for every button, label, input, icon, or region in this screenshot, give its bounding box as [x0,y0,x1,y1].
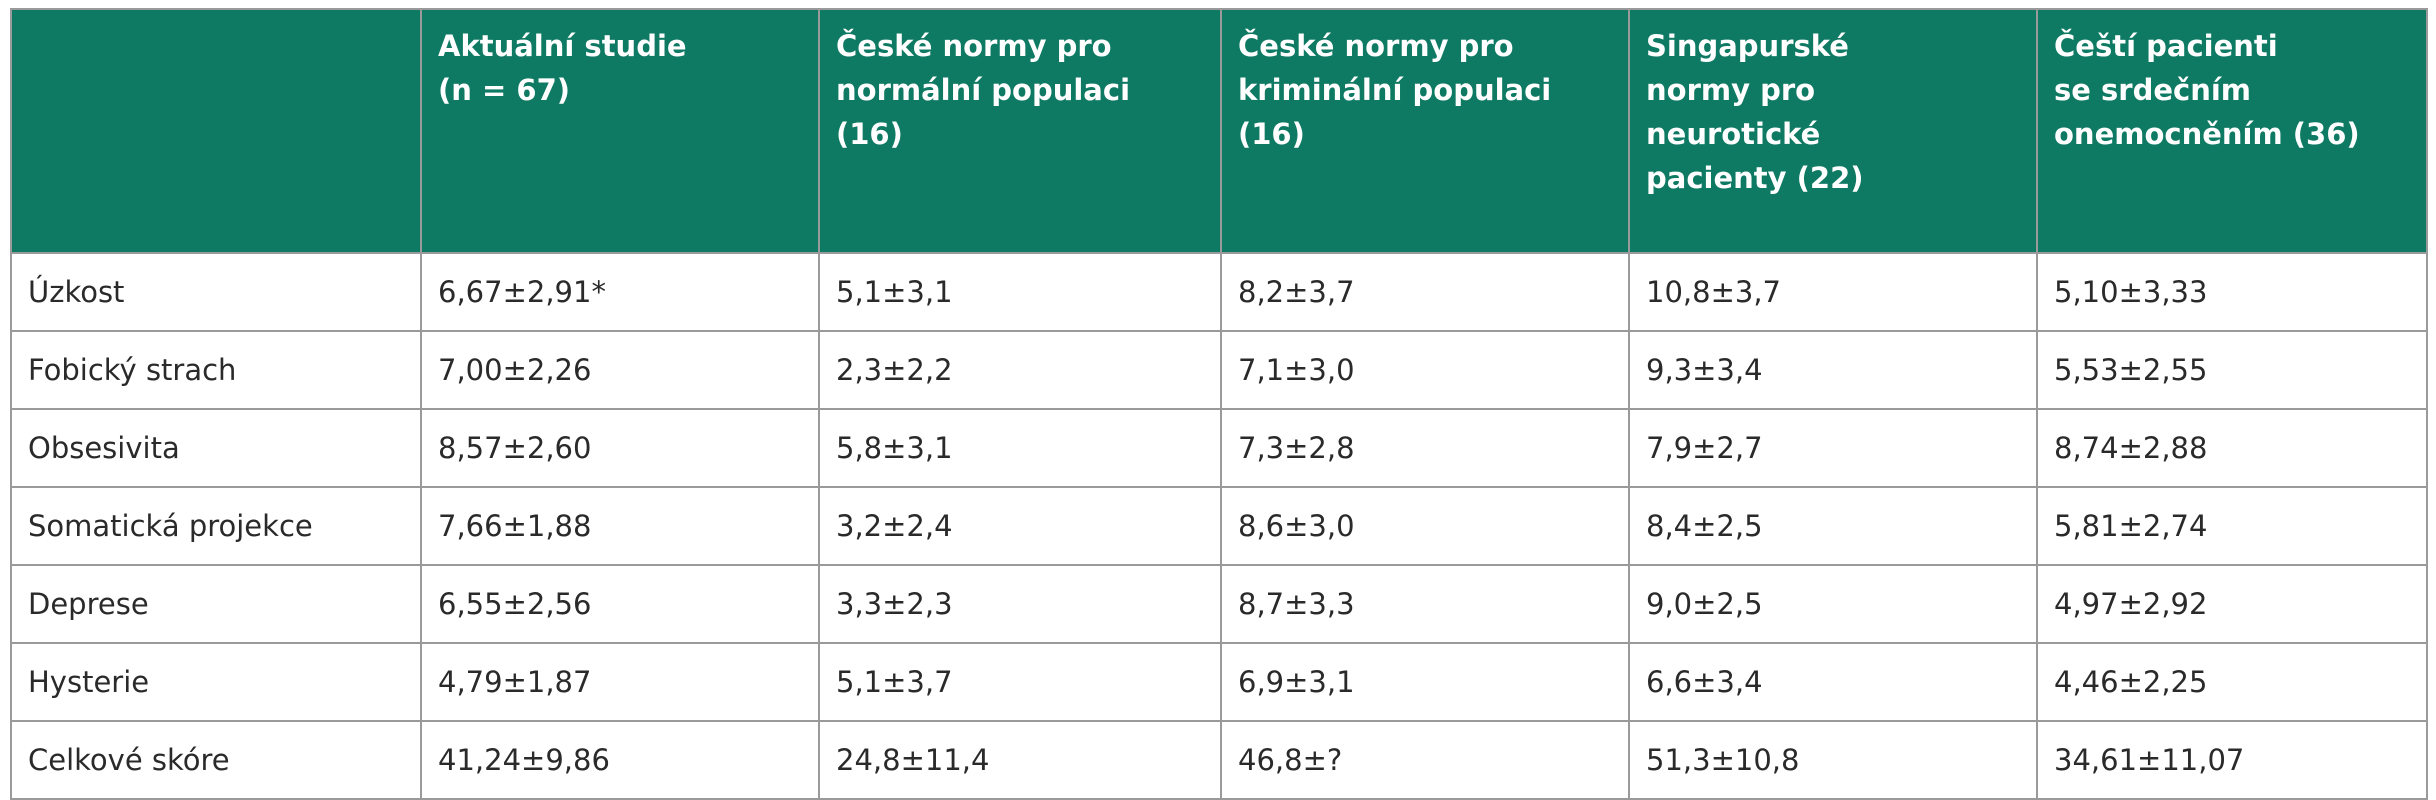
table-cell: 6,55±2,56 [420,564,820,644]
row-label: Úzkost [10,252,422,332]
table-cell: 2,3±2,2 [818,330,1222,410]
table-row: Deprese 6,55±2,56 3,3±2,3 8,7±3,3 9,0±2,5 4,9… [10,564,2428,644]
header-line: se srdečním [2054,73,2252,107]
table-cell: 8,2±3,7 [1220,252,1630,332]
table-cell: 9,0±2,5 [1628,564,2038,644]
header-cell: České normy pro normální populaci (16) [818,8,1222,254]
table-body: Úzkost 6,67±2,91* 5,1±3,1 8,2±3,7 10,8±3,7 5,… [10,252,2428,800]
table-cell: 4,46±2,25 [2036,642,2428,722]
header-cell: Čeští pacienti se srdečním onemocněním (36… [2036,8,2428,254]
row-label: Celkové skóre [10,720,422,800]
table-cell: 46,8±? [1220,720,1630,800]
table-cell: 5,53±2,55 [2036,330,2428,410]
row-label: Fobický strach [10,330,422,410]
header-line: kriminální populaci [1238,73,1552,107]
table-cell: 5,1±3,1 [818,252,1222,332]
table-cell: 4,79±1,87 [420,642,820,722]
table-cell: 8,7±3,3 [1220,564,1630,644]
table-cell: 41,24±9,86 [420,720,820,800]
table-row: Hysterie 4,79±1,87 5,1±3,7 6,9±3,1 6,6±3,4 4,… [10,642,2428,722]
header-line: (16) [1238,117,1305,151]
table-cell: 3,3±2,3 [818,564,1222,644]
header-line: neurotické [1646,117,1821,151]
table-row: Celkové skóre 41,24±9,86 24,8±11,4 46,8±? 51… [10,720,2428,800]
table-cell: 6,9±3,1 [1220,642,1630,722]
header-cell [10,8,422,254]
table-cell: 6,67±2,91* [420,252,820,332]
row-label: Hysterie [10,642,422,722]
row-label: Obsesivita [10,408,422,488]
row-label: Somatická projekce [10,486,422,566]
table-cell: 3,2±2,4 [818,486,1222,566]
table-row: Fobický strach 7,00±2,26 2,3±2,2 7,1±3,0 9,3… [10,330,2428,410]
table-header: Aktuální studie (n = 67) České normy pro no… [10,8,2428,254]
table-cell: 7,3±2,8 [1220,408,1630,488]
header-line: Singapurské [1646,29,1849,63]
table-cell: 6,6±3,4 [1628,642,2038,722]
header-row: Aktuální studie (n = 67) České normy pro no… [10,8,2428,254]
table-cell: 5,1±3,7 [818,642,1222,722]
table-row: Somatická projekce 7,66±1,88 3,2±2,4 8,6±3,… [10,486,2428,566]
table-cell: 7,1±3,0 [1220,330,1630,410]
header-line: onemocněním (36) [2054,117,2360,151]
header-cell: Singapurské normy pro neurotické pacienty (… [1628,8,2038,254]
table-cell: 34,61±11,07 [2036,720,2428,800]
header-line: (16) [836,117,903,151]
table-cell: 8,74±2,88 [2036,408,2428,488]
header-cell: Aktuální studie (n = 67) [420,8,820,254]
row-label: Deprese [10,564,422,644]
table-cell: 7,00±2,26 [420,330,820,410]
table-cell: 5,81±2,74 [2036,486,2428,566]
table-cell: 5,10±3,33 [2036,252,2428,332]
table-cell: 9,3±3,4 [1628,330,2038,410]
header-line: Čeští pacienti [2054,29,2278,63]
header-line: České normy pro [836,29,1112,63]
table-row: Obsesivita 8,57±2,60 5,8±3,1 7,3±2,8 7,9±2,7… [10,408,2428,488]
header-line: normy pro [1646,73,1816,107]
header-line: České normy pro [1238,29,1514,63]
table-cell: 7,66±1,88 [420,486,820,566]
table-row: Úzkost 6,67±2,91* 5,1±3,1 8,2±3,7 10,8±3,7 5,… [10,252,2428,332]
table-cell: 7,9±2,7 [1628,408,2038,488]
table-cell: 8,6±3,0 [1220,486,1630,566]
header-line: Aktuální studie [438,29,687,63]
table-cell: 5,8±3,1 [818,408,1222,488]
table-cell: 8,4±2,5 [1628,486,2038,566]
table-cell: 10,8±3,7 [1628,252,2038,332]
table-cell: 4,97±2,92 [2036,564,2428,644]
header-line: (n = 67) [438,73,571,107]
data-table: Aktuální studie (n = 67) České normy pro no… [10,8,2428,800]
table-cell: 51,3±10,8 [1628,720,2038,800]
table-cell: 8,57±2,60 [420,408,820,488]
header-line: normální populaci [836,73,1131,107]
header-line: pacienty (22) [1646,161,1864,195]
header-cell: České normy pro kriminální populaci (16) [1220,8,1630,254]
table-cell: 24,8±11,4 [818,720,1222,800]
